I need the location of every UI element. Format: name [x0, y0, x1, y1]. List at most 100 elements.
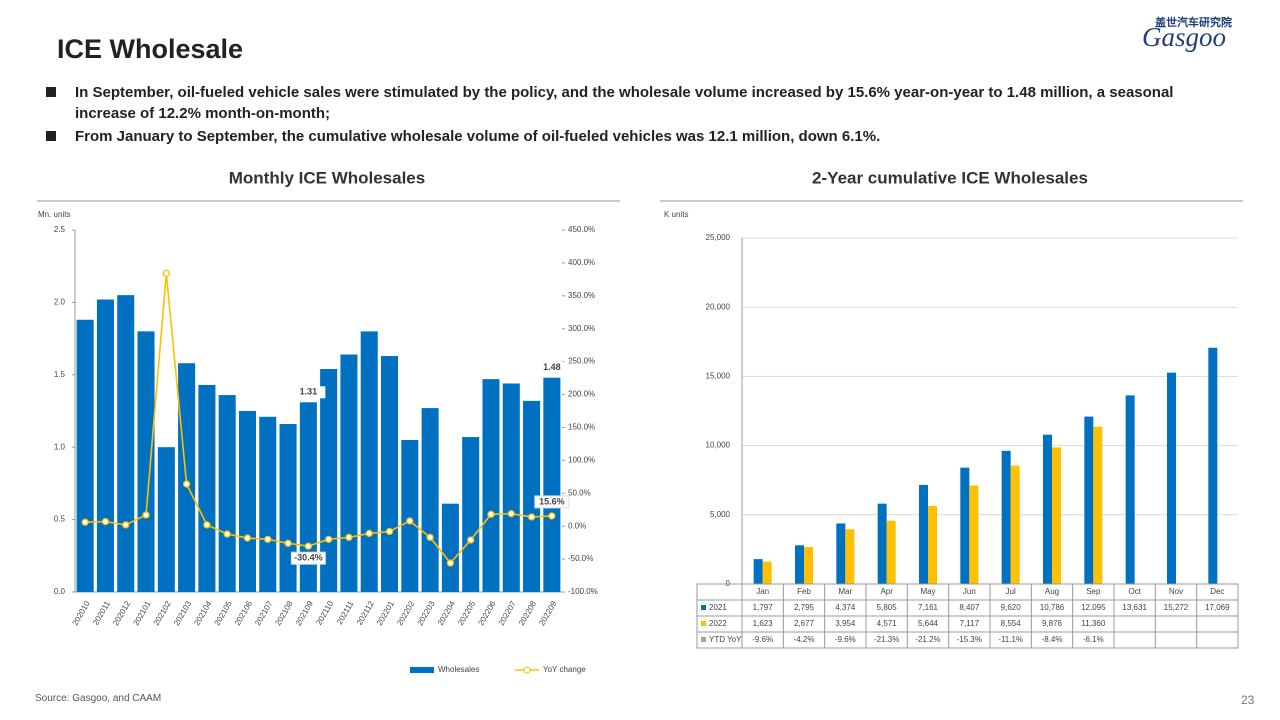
bar: [157, 447, 175, 592]
line-point: [203, 521, 211, 529]
legend-swatch: [410, 667, 434, 673]
bar: [543, 377, 561, 592]
line-point: [426, 533, 434, 542]
bar: [137, 331, 155, 592]
y2-tick-label: 150.0%: [568, 423, 595, 432]
line-point: [101, 517, 110, 526]
x-tick-label: 202101: [131, 599, 152, 627]
table-cell: 11,360: [1081, 619, 1105, 628]
table-cell: -15.3%: [957, 635, 982, 644]
bar: [380, 355, 399, 592]
bar: [96, 299, 114, 592]
line-point: [507, 510, 515, 518]
x-tick-label: 202204: [436, 599, 457, 627]
table-cell: 4,571: [877, 619, 898, 628]
slide-title: ICE Wholesale: [57, 34, 244, 64]
table-cell: -11.1%: [998, 635, 1023, 644]
x-tick-label: 202011: [91, 599, 112, 627]
table-cell: 5,644: [918, 619, 939, 628]
y-tick-label: 0.5: [54, 515, 66, 524]
y-tick-label: 0.0: [54, 587, 66, 596]
bar: [421, 408, 439, 592]
bar: [340, 354, 358, 592]
table-cell: 7,117: [960, 619, 980, 628]
x-tick-label: 202109: [294, 599, 315, 627]
bar: [1043, 434, 1052, 584]
y2-tick-label: 200.0%: [568, 390, 595, 399]
legend-label: Wholesales: [438, 665, 479, 674]
line-point: [284, 539, 292, 547]
legend-swatch: [701, 637, 706, 642]
label-bg: [534, 361, 569, 374]
table-cell: -9.6%: [835, 635, 856, 644]
bar: [360, 331, 378, 592]
x-tick-label: Sep: [1086, 587, 1101, 596]
bar: [753, 559, 763, 584]
x-tick-label: 202012: [111, 599, 132, 627]
x-tick-label: 202104: [192, 599, 213, 627]
source: Source: Gasgoo, and CAAM: [35, 693, 162, 704]
bar: [919, 484, 928, 584]
x-tick-label: 202208: [517, 599, 538, 627]
bar: [1093, 426, 1103, 584]
y2-tick-label: 50.0%: [568, 488, 591, 497]
x-tick-label: 202206: [476, 599, 497, 627]
x-tick-label: Apr: [880, 587, 893, 596]
y-tick-label: 2.0: [54, 298, 66, 307]
bar: [1167, 372, 1176, 584]
logo-cn: 盖世汽车研究院: [1155, 17, 1232, 29]
label-bg: [534, 495, 570, 509]
x-tick-label: 202110: [314, 599, 335, 627]
table-cell: 1,797: [753, 603, 774, 612]
line-point: [264, 535, 272, 543]
x-tick-label: 202209: [537, 599, 558, 627]
legend-swatch: [701, 621, 706, 626]
x-tick-label: 202102: [152, 599, 173, 627]
table-cell: -21.3%: [874, 635, 899, 644]
table-cell: 9,876: [1042, 619, 1063, 628]
line-point: [243, 534, 252, 542]
bullet: In September, oil-fueled vehicle sales w…: [46, 82, 1225, 124]
line-point: [81, 518, 89, 526]
bar: [1125, 395, 1135, 584]
bar: [969, 485, 979, 584]
bullet: From January to September, the cumulativ…: [46, 126, 1225, 147]
x-tick-label: 202112: [355, 599, 376, 627]
data-label: 15.6%: [539, 496, 565, 506]
table-cell: 12,095: [1081, 603, 1106, 612]
line-point: [162, 269, 170, 278]
table-cell: 15,272: [1164, 603, 1189, 612]
bar: [1208, 347, 1218, 584]
y-tick-label: 1.5: [54, 370, 66, 379]
bar: [1052, 447, 1061, 584]
logo: Gasgoo: [1142, 22, 1227, 52]
data-label: 1.31: [300, 387, 318, 397]
line-point: [467, 536, 475, 544]
table-cell: 8,554: [1001, 619, 1022, 628]
y-axis-label: K units: [664, 210, 688, 219]
label-bg: [291, 386, 326, 399]
bar: [198, 384, 216, 592]
line-point: [446, 559, 455, 567]
bar: [76, 319, 94, 592]
label-bg: [290, 551, 326, 565]
line-point: [223, 530, 231, 538]
x-tick-label: 202111: [335, 599, 356, 626]
x-tick-label: 202207: [497, 599, 518, 627]
y2-tick-label: 450.0%: [568, 225, 595, 234]
line-point: [304, 542, 313, 550]
legend-label: YTD YoY: [709, 635, 742, 644]
y-tick-label: 20,000: [706, 302, 731, 311]
line-point: [324, 535, 333, 543]
bar: [836, 523, 846, 584]
table-cell: -4.2%: [794, 635, 815, 644]
y-axis-label: Mn. units: [38, 210, 70, 219]
line-point: [142, 511, 150, 519]
table-cell: -8.4%: [1042, 635, 1063, 644]
table-cell: 2,795: [794, 603, 815, 612]
y-tick-label: 10,000: [706, 441, 731, 450]
y2-tick-label: 300.0%: [568, 324, 595, 333]
line-point: [365, 529, 373, 538]
table-cell: 17,069: [1205, 603, 1230, 612]
bar: [795, 545, 804, 584]
